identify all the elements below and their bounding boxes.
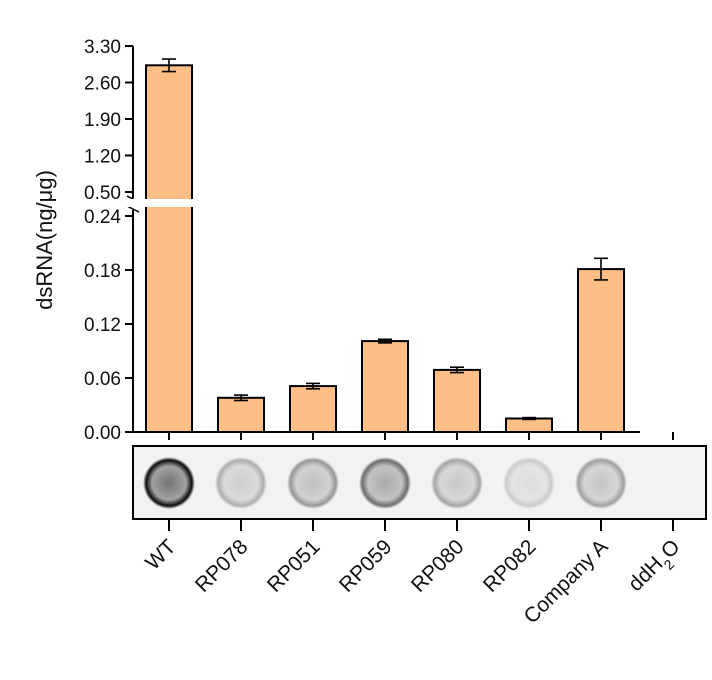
bar <box>433 368 481 433</box>
y-tick-label: 0.24 <box>84 207 121 228</box>
y-tick-label: 0.50 <box>84 183 121 204</box>
dot-blot-spots <box>143 457 627 509</box>
category-label: RP078 <box>191 535 253 597</box>
blot-spot <box>359 457 411 509</box>
y-axis-label: dsRNA(ng/μg) <box>32 170 57 310</box>
category-label: RP082 <box>479 535 541 597</box>
y-tick-label: 1.20 <box>84 147 121 168</box>
blot-spot <box>431 457 483 509</box>
bar <box>577 268 625 433</box>
category-label: WT <box>141 535 180 574</box>
bar <box>505 417 553 433</box>
blot-spot <box>143 457 195 509</box>
bar <box>145 64 193 434</box>
y-tick-label: 0.18 <box>84 261 121 282</box>
y-tick-label: 0.12 <box>84 315 121 336</box>
category-label: ddH2O <box>624 535 689 600</box>
bar <box>217 396 265 433</box>
y-tick-label: 0.06 <box>84 369 121 390</box>
y-tick-label: 1.90 <box>84 110 121 131</box>
plot-area: 0.00 0.06 0.12 0.18 0.24 0.50 1.20 1.90 2.60 3.30 <box>84 37 674 444</box>
y-tick-label: 3.30 <box>84 37 121 58</box>
blot-spot <box>503 457 555 509</box>
blot-spot <box>287 457 339 509</box>
bar <box>289 385 337 434</box>
y-tick-label: 0.00 <box>84 423 121 444</box>
y-tick-label: 2.60 <box>84 74 121 95</box>
bar <box>361 340 409 434</box>
blot-spot <box>215 457 267 509</box>
axis-break-gap <box>117 199 207 207</box>
blot-spot <box>575 457 627 509</box>
category-label: RP080 <box>407 535 469 597</box>
category-label: RP051 <box>263 535 325 597</box>
category-label: RP059 <box>335 535 397 597</box>
